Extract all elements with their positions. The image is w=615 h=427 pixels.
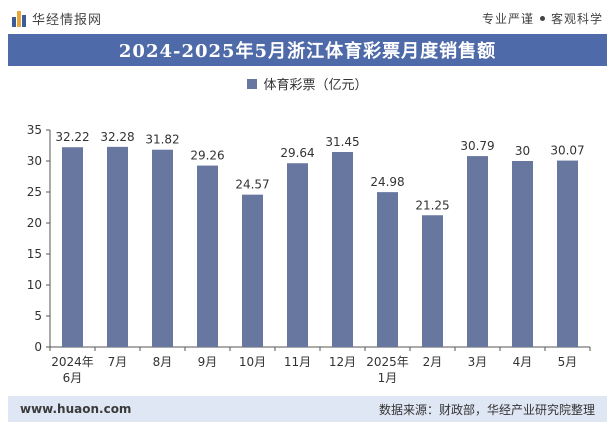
bar <box>242 194 263 347</box>
bar <box>197 165 218 347</box>
y-tick-label: 0 <box>34 340 42 354</box>
x-tick-label: 6月 <box>63 371 83 385</box>
data-label: 24.57 <box>235 178 269 192</box>
y-tick-label: 20 <box>27 216 42 230</box>
bar <box>377 192 398 347</box>
brand-logo[interactable]: 华经情报网 <box>12 9 102 28</box>
brand-name: 华经情报网 <box>32 13 103 28</box>
x-tick-label: 4月 <box>513 355 533 369</box>
bar <box>422 215 443 347</box>
x-tick-label: 7月 <box>108 355 128 369</box>
bar <box>107 146 128 347</box>
tagline: 专业严谨 客观科学 <box>482 10 603 27</box>
top-bar: 华经情报网 专业严谨 客观科学 <box>0 0 615 34</box>
data-label: 30 <box>515 144 530 158</box>
data-label: 31.45 <box>325 135 359 149</box>
tagline-right: 客观科学 <box>550 12 603 26</box>
x-tick-label: 12月 <box>329 355 356 369</box>
bar <box>332 152 353 347</box>
y-tick-label: 10 <box>27 278 42 292</box>
tagline-left: 专业严谨 <box>481 12 534 26</box>
bar <box>467 156 488 347</box>
x-tick-label: 10月 <box>239 355 266 369</box>
data-label: 30.07 <box>550 144 584 158</box>
data-label: 24.98 <box>370 175 404 189</box>
bar <box>62 147 83 347</box>
y-tick-label: 35 <box>27 123 42 137</box>
x-tick-label: 2025年 <box>366 355 409 369</box>
y-tick-label: 25 <box>27 185 42 199</box>
x-tick-label: 3月 <box>468 355 488 369</box>
chart-legend: 体育彩票（亿元） <box>0 74 615 93</box>
chart-title: 2024-2025年5月浙江体育彩票月度销售额 <box>118 41 497 62</box>
data-label: 29.64 <box>280 146 314 160</box>
data-label: 21.25 <box>415 198 449 212</box>
x-tick-label: 11月 <box>284 355 311 369</box>
bar <box>557 160 578 347</box>
bar <box>287 163 308 347</box>
data-label: 29.26 <box>190 149 224 163</box>
x-tick-label: 2024年 <box>51 355 94 369</box>
data-label: 31.82 <box>145 133 179 147</box>
separator-dot-icon <box>539 16 545 21</box>
footer-source: 数据来源：财政部，华经产业研究院整理 <box>378 402 595 417</box>
bar <box>152 149 173 347</box>
x-tick-label: 8月 <box>153 355 173 369</box>
data-label: 32.22 <box>55 130 89 144</box>
bar <box>512 161 533 347</box>
x-tick-label: 5月 <box>558 355 578 369</box>
x-tick-label: 1月 <box>378 371 398 385</box>
x-tick-label: 9月 <box>198 355 218 369</box>
legend-swatch <box>247 78 258 89</box>
footer: www.huaon.com 数据来源：财政部，华经产业研究院整理 <box>8 396 607 422</box>
title-bar: 2024-2025年5月浙江体育彩票月度销售额 <box>8 34 607 66</box>
data-label: 30.79 <box>460 139 494 153</box>
brand-logo-icon <box>12 10 26 27</box>
footer-site-link[interactable]: www.huaon.com <box>20 402 132 416</box>
y-tick-label: 30 <box>27 154 42 168</box>
y-tick-label: 5 <box>34 309 42 323</box>
y-tick-label: 15 <box>27 247 42 261</box>
x-tick-label: 2月 <box>423 355 443 369</box>
data-label: 32.28 <box>100 130 134 144</box>
legend-label: 体育彩票（亿元） <box>263 78 368 93</box>
